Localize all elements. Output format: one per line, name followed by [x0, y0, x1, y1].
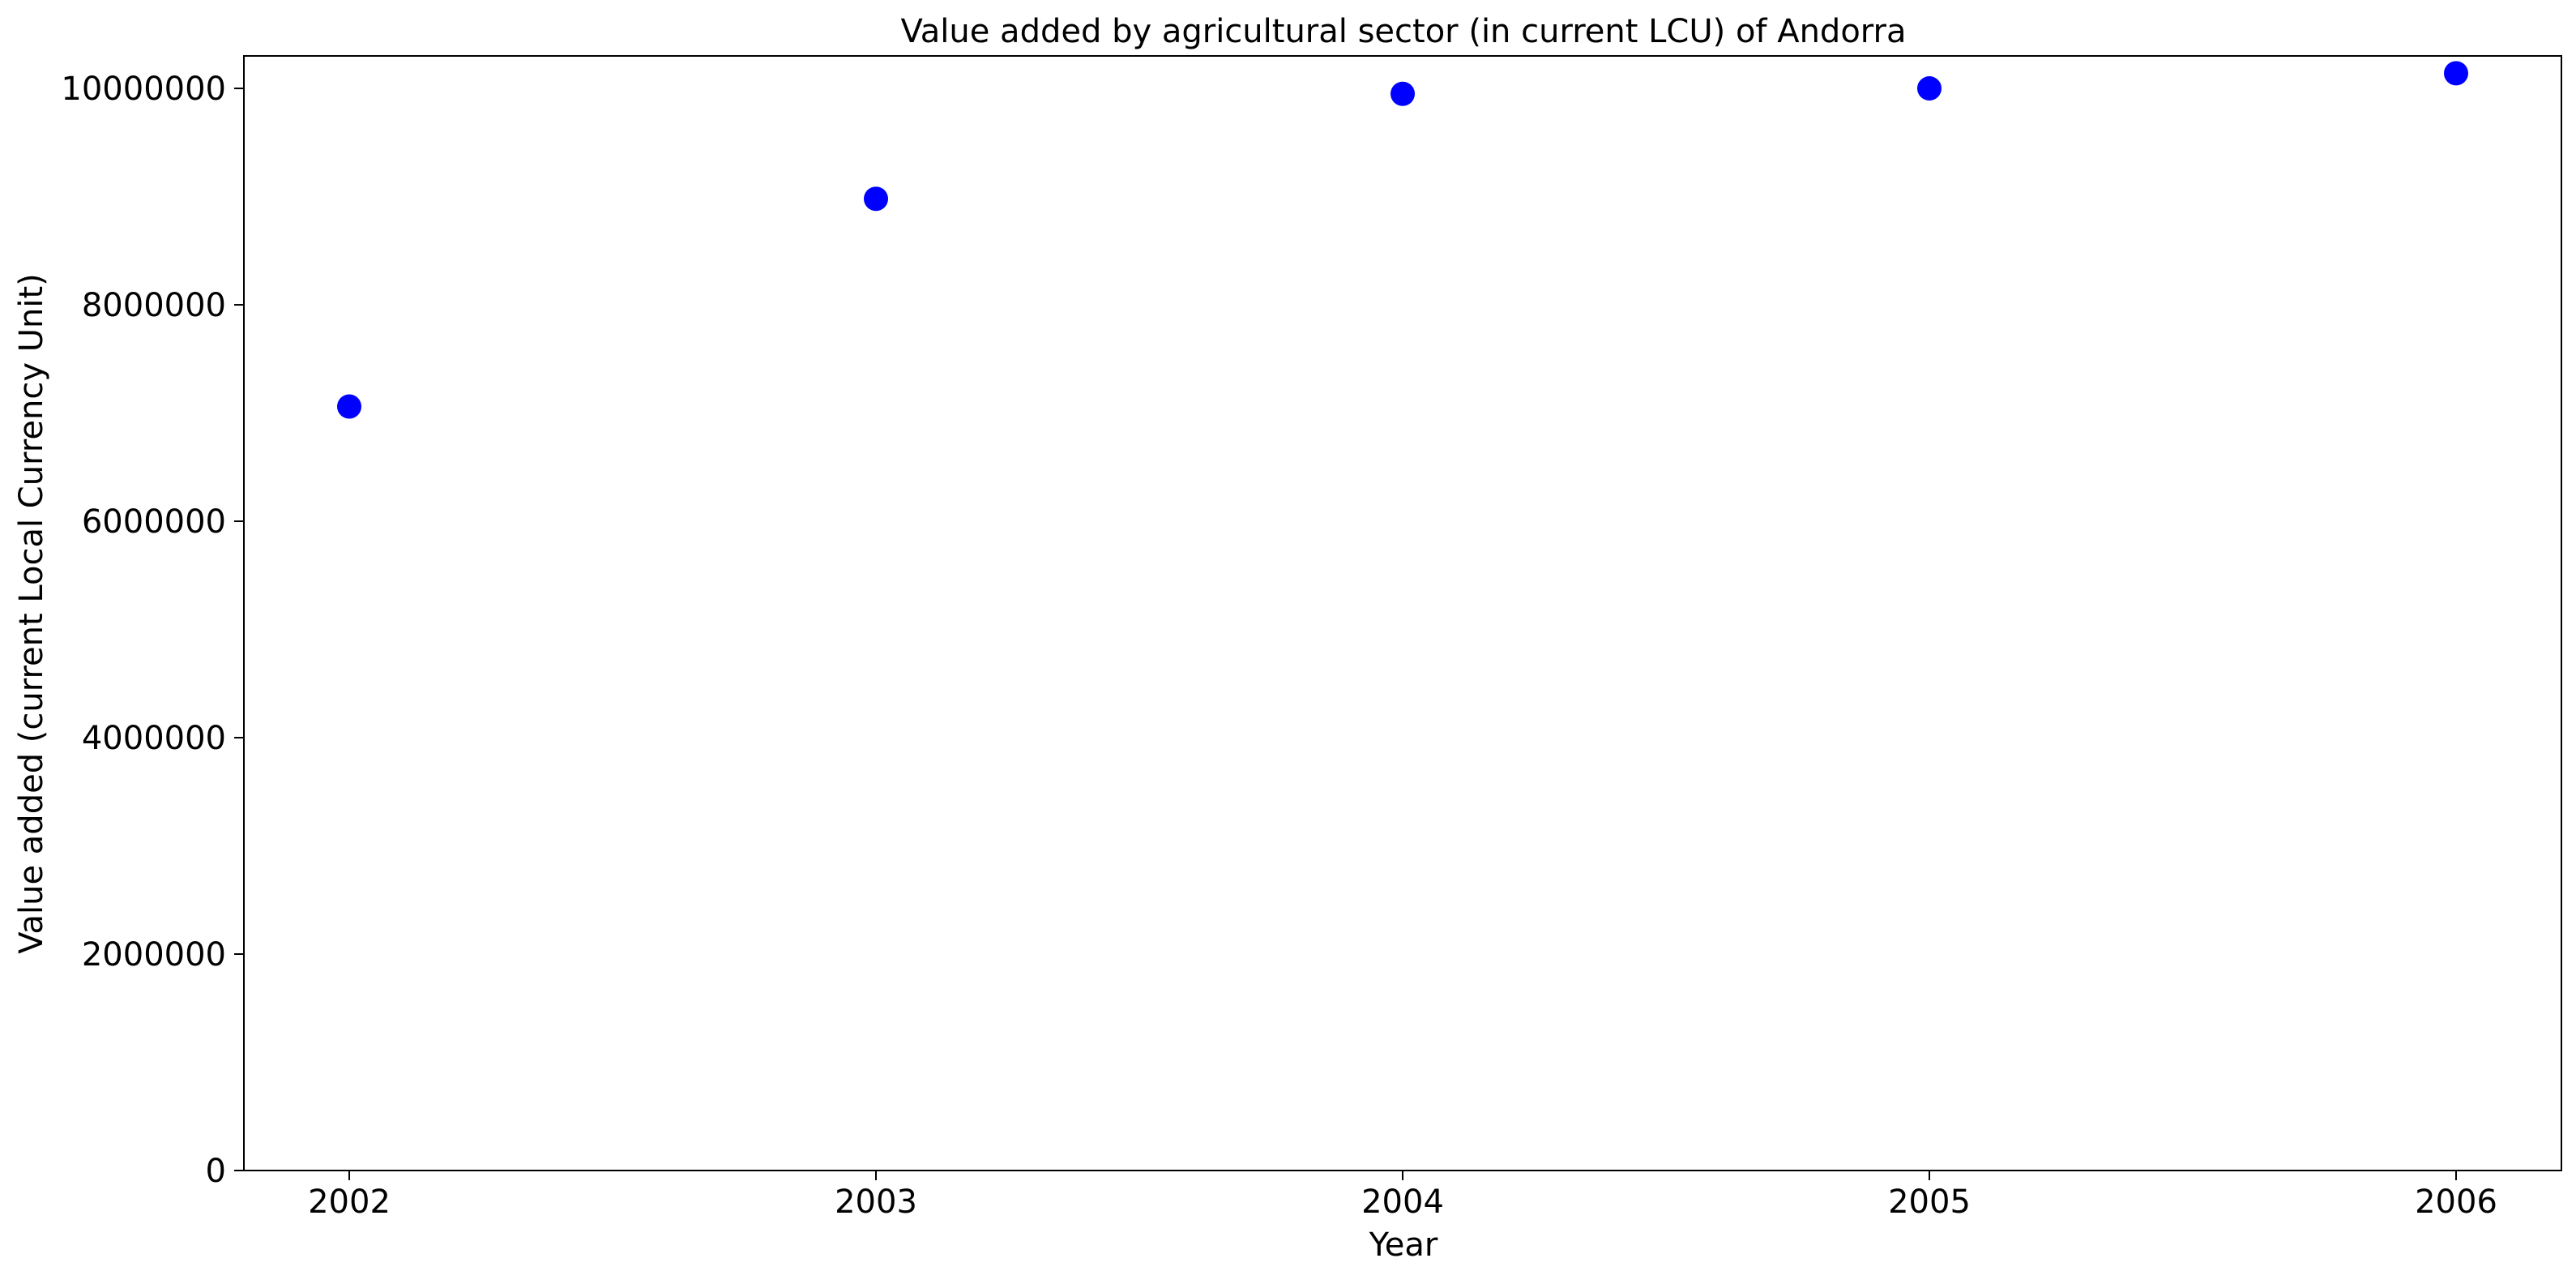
y-tick-label: 4000000: [82, 720, 226, 757]
x-tick-label: 2002: [308, 1183, 391, 1221]
x-axis-label: Year: [1369, 1226, 1438, 1264]
x-tick-label: 2005: [1888, 1183, 1971, 1221]
y-axis-ticks: 0 2000000 4000000 6000000 8000000 10000000: [61, 71, 244, 1190]
y-tick-label: 6000000: [82, 503, 226, 541]
data-points: [337, 61, 2468, 419]
y-tick-label: 10000000: [61, 71, 226, 108]
data-point: [337, 394, 361, 419]
y-tick-label: 0: [206, 1153, 226, 1190]
x-tick-label: 2004: [1361, 1183, 1444, 1221]
chart-title: Value added by agricultural sector (in c…: [901, 13, 1907, 50]
y-tick-label: 8000000: [82, 287, 226, 324]
y-axis-label: Value added (current Local Currency Unit…: [13, 273, 50, 954]
x-axis-ticks: 2002 2003 2004 2005 2006: [308, 1171, 2497, 1221]
y-tick-label: 2000000: [82, 936, 226, 974]
data-point: [1917, 76, 1942, 101]
plot-frame: [243, 55, 2562, 1171]
data-point: [864, 186, 888, 212]
x-tick-label: 2006: [2415, 1183, 2497, 1221]
x-tick-label: 2003: [835, 1183, 917, 1221]
data-point: [2444, 61, 2468, 86]
data-point: [1391, 81, 1415, 106]
